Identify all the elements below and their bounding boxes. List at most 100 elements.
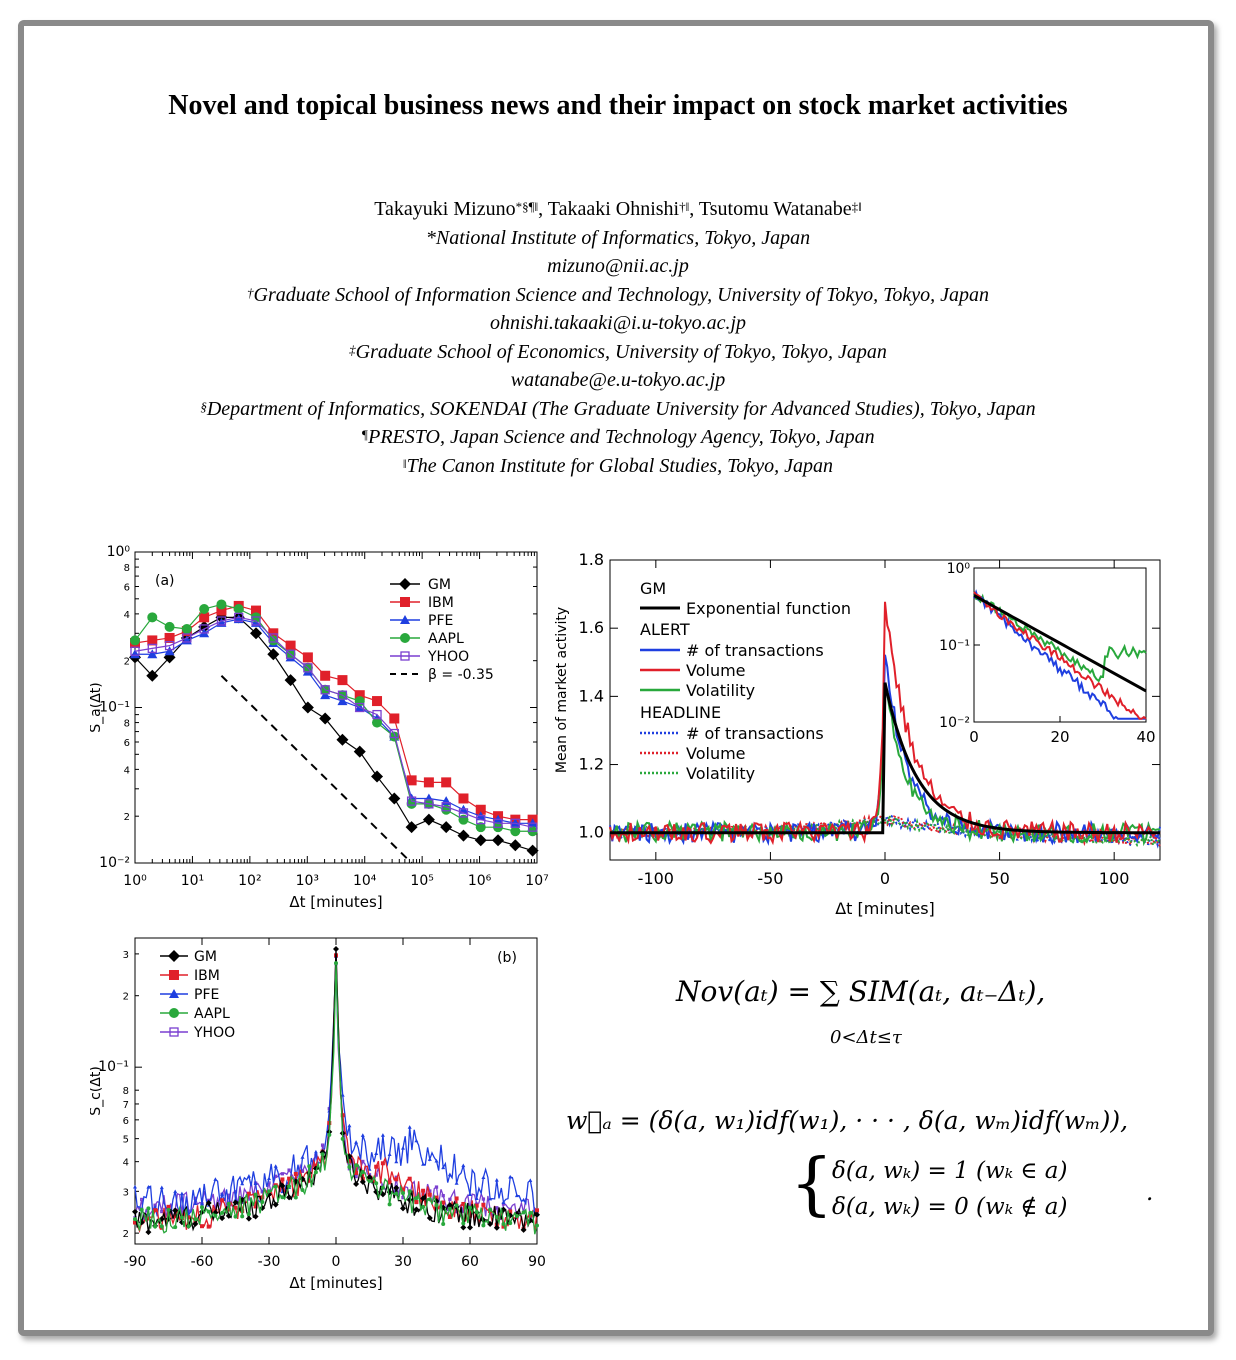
affiliation-mark: † bbox=[247, 284, 254, 300]
y-tick-label: 1.6 bbox=[579, 618, 604, 637]
data-point bbox=[200, 1201, 204, 1206]
data-point bbox=[509, 839, 522, 852]
affiliation-text: The Canon Institute for Global Studies, … bbox=[406, 454, 834, 477]
data-point bbox=[474, 1209, 479, 1214]
data-point bbox=[413, 1206, 420, 1213]
legend-label: Volatility bbox=[686, 681, 755, 700]
data-point bbox=[225, 1212, 232, 1219]
series-line bbox=[610, 682, 1160, 835]
legend-label: GM bbox=[428, 577, 451, 593]
data-point bbox=[160, 1209, 164, 1214]
data-point bbox=[355, 702, 365, 713]
data-point bbox=[319, 712, 332, 725]
data-point bbox=[488, 1196, 493, 1201]
data-point bbox=[169, 1008, 179, 1018]
data-point bbox=[234, 612, 244, 622]
data-point bbox=[273, 1184, 278, 1189]
y-tick-label: 2 bbox=[123, 992, 129, 1003]
data-point bbox=[447, 1214, 452, 1219]
data-point bbox=[199, 603, 210, 614]
data-point bbox=[401, 1187, 405, 1192]
data-point bbox=[460, 1224, 467, 1231]
equation-sum-subscript: 0<Δt≤τ bbox=[830, 1027, 902, 1048]
equation-case-1: δ(a, wₖ) = 1 (wₖ ∈ a) bbox=[832, 1158, 1068, 1184]
data-point bbox=[461, 1163, 466, 1168]
legend-label: β = -0.35 bbox=[428, 667, 494, 683]
y-tick-label: 8 bbox=[124, 563, 130, 574]
data-point bbox=[475, 804, 486, 815]
data-point bbox=[361, 1159, 365, 1164]
data-point bbox=[421, 1204, 426, 1209]
data-point bbox=[253, 1192, 258, 1197]
data-point bbox=[220, 1210, 225, 1215]
data-point bbox=[528, 1210, 533, 1215]
data-point bbox=[389, 731, 400, 742]
x-tick-label: 100 bbox=[1099, 869, 1130, 888]
data-point bbox=[400, 1205, 406, 1212]
series-line bbox=[134, 616, 533, 852]
data-point bbox=[287, 1184, 292, 1189]
data-point bbox=[164, 632, 175, 643]
data-point bbox=[267, 648, 280, 661]
x-tick-label: 10¹ bbox=[181, 873, 204, 889]
data-point bbox=[510, 818, 520, 828]
data-point bbox=[130, 646, 140, 656]
legend-label: GM bbox=[194, 949, 217, 965]
x-tick-label: -30 bbox=[258, 1254, 281, 1270]
data-point bbox=[164, 646, 175, 656]
legend-label: PFE bbox=[428, 613, 453, 629]
email: ohnishi.takaaki@i.u-tokyo.ac.jp bbox=[489, 312, 747, 334]
legend-label: Volatility bbox=[686, 764, 755, 783]
y-tick-label: 1.2 bbox=[579, 755, 604, 774]
author-mark: ‡‖ bbox=[851, 199, 862, 214]
data-point bbox=[251, 616, 261, 626]
x-axis-label: Δt [minutes] bbox=[289, 893, 382, 911]
data-point bbox=[423, 777, 434, 788]
data-point bbox=[337, 696, 348, 706]
x-tick-label: 10⁰ bbox=[123, 873, 147, 889]
x-tick-label: 60 bbox=[461, 1254, 479, 1270]
data-point bbox=[260, 1200, 265, 1205]
data-point bbox=[360, 1169, 365, 1174]
data-point bbox=[240, 1214, 245, 1219]
y-tick-label: 10⁻¹ bbox=[98, 1059, 129, 1075]
data-point bbox=[172, 1207, 179, 1214]
inset-plot-area bbox=[973, 567, 1147, 723]
data-point bbox=[246, 1212, 251, 1217]
data-point bbox=[366, 1174, 373, 1181]
x-axis-label: Δt [minutes] bbox=[289, 1274, 382, 1292]
data-point bbox=[528, 1178, 533, 1183]
y-tick-label: 4 bbox=[124, 765, 130, 776]
data-point bbox=[233, 603, 244, 614]
data-point bbox=[307, 1164, 312, 1169]
legend-label: Exponential function bbox=[686, 599, 851, 618]
data-point bbox=[199, 612, 210, 623]
data-point bbox=[441, 1200, 446, 1205]
data-point bbox=[468, 1192, 472, 1197]
data-point bbox=[173, 1189, 178, 1194]
data-point bbox=[232, 1199, 239, 1206]
data-point bbox=[233, 1205, 238, 1210]
data-point bbox=[481, 1197, 486, 1201]
affiliation: *National Institute of Informatics, Toky… bbox=[0, 224, 1236, 253]
y-tick-label: 3 bbox=[123, 1187, 129, 1198]
affiliation: §Department of Informatics, SOKENDAI (Th… bbox=[0, 395, 1236, 424]
data-point bbox=[200, 1224, 204, 1229]
y-tick-label: 1.0 bbox=[579, 823, 604, 842]
data-point bbox=[354, 1163, 359, 1168]
data-point bbox=[253, 1181, 258, 1186]
data-point bbox=[387, 1152, 392, 1157]
data-point bbox=[186, 1224, 191, 1229]
inset-y-tick-label: 10⁻¹ bbox=[939, 638, 970, 654]
data-point bbox=[371, 770, 384, 783]
data-point bbox=[441, 1194, 445, 1198]
data-point bbox=[320, 1143, 325, 1147]
data-point bbox=[494, 1215, 499, 1220]
panel-label: (a) bbox=[155, 573, 175, 589]
y-tick-label: 10⁻¹ bbox=[99, 700, 130, 716]
legend-label: Volume bbox=[686, 661, 746, 680]
data-point bbox=[280, 1177, 285, 1182]
data-point bbox=[320, 685, 330, 695]
data-point bbox=[246, 1191, 251, 1196]
data-point bbox=[493, 818, 503, 828]
